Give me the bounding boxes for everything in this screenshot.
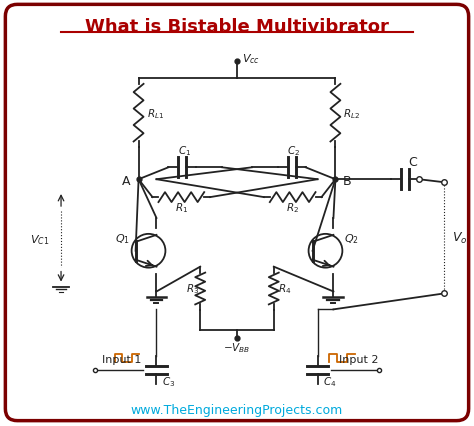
Text: $C_1$: $C_1$ [178,144,191,158]
Text: C: C [409,156,417,169]
Text: Input 1: Input 1 [102,354,141,364]
Text: $C_3$: $C_3$ [163,374,176,388]
Text: $C_4$: $C_4$ [323,374,337,388]
Text: What is Bistable Multivibrator: What is Bistable Multivibrator [85,18,389,36]
Text: $V_o$: $V_o$ [452,231,467,246]
Text: $R_2$: $R_2$ [286,201,299,214]
Text: $V_{C1}$: $V_{C1}$ [29,232,49,246]
Text: $R_4$: $R_4$ [278,282,291,296]
Text: $R_{L2}$: $R_{L2}$ [343,106,360,120]
Text: www.TheEngineeringProjects.com: www.TheEngineeringProjects.com [131,403,343,416]
Text: $R_1$: $R_1$ [175,201,188,214]
Text: $Q_1$: $Q_1$ [115,231,130,245]
Text: B: B [343,174,352,187]
Text: $Q_2$: $Q_2$ [344,231,359,245]
Text: $-V_{BB}$: $-V_{BB}$ [223,340,251,354]
Text: $R_{L1}$: $R_{L1}$ [146,106,164,120]
Text: $R_3$: $R_3$ [186,282,200,296]
Text: $C_2$: $C_2$ [287,144,300,158]
Text: A: A [122,174,131,187]
Text: Input 2: Input 2 [339,354,379,364]
FancyBboxPatch shape [5,6,469,420]
Text: $V_{cc}$: $V_{cc}$ [242,52,260,66]
